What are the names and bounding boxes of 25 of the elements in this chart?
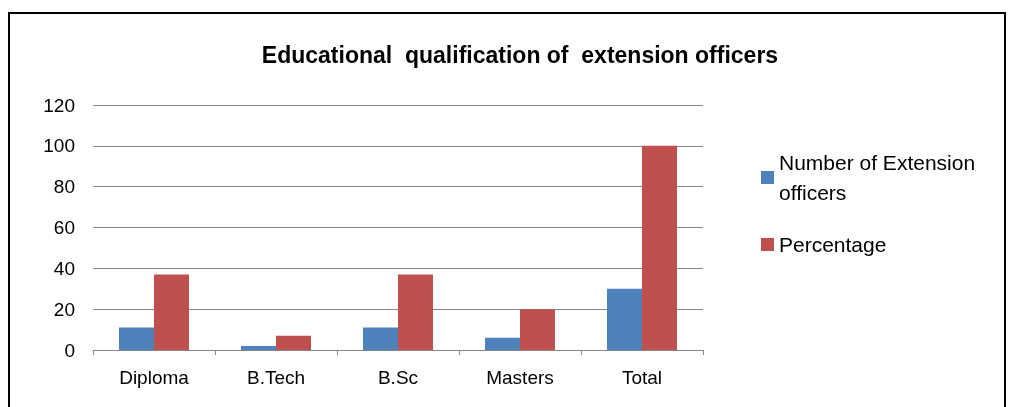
y-tick-label: 100	[43, 135, 75, 157]
y-tick-label: 20	[53, 298, 75, 320]
x-tick-label: B.Sc	[377, 367, 419, 388]
x-tick-label: Diploma	[119, 367, 190, 388]
legend-label: Number of Extension officers	[779, 151, 981, 204]
bar	[398, 274, 433, 350]
bar	[241, 345, 276, 350]
bar	[363, 327, 398, 350]
y-tick-label: 80	[53, 176, 75, 198]
x-tick-label: Masters	[486, 367, 554, 388]
y-tick-label: 60	[53, 217, 75, 238]
x-tick-label: Total	[621, 367, 663, 388]
y-tick-label: 120	[43, 94, 75, 116]
y-tick-label: 40	[53, 257, 75, 279]
bar	[485, 337, 520, 350]
bar	[520, 309, 555, 350]
bar	[642, 145, 677, 350]
bar	[119, 327, 154, 350]
bar	[607, 288, 642, 350]
legend-label: Percentage	[779, 233, 887, 256]
x-tick-label: B.Tech	[246, 367, 306, 388]
y-tick-label: 0	[64, 339, 75, 361]
bar	[154, 274, 189, 350]
bar	[276, 335, 311, 350]
chart-title: Educational qualification of extension officers	[261, 41, 779, 68]
